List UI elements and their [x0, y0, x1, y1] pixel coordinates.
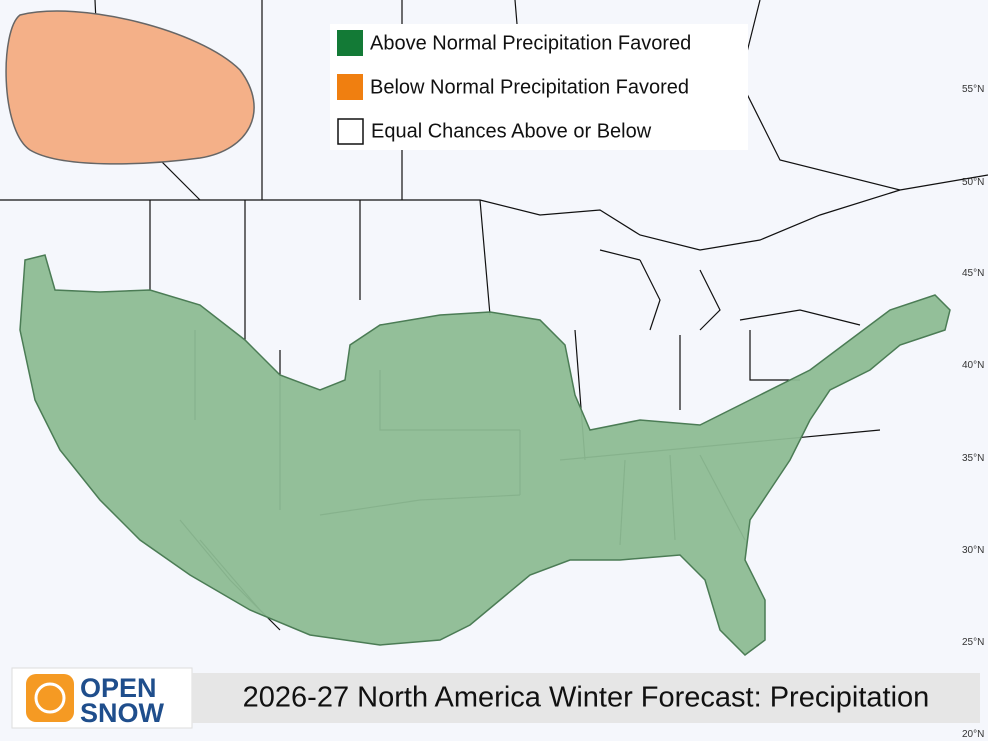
- logo-text: SNOW: [80, 698, 165, 728]
- logo-icon-mark: [34, 682, 66, 714]
- canada-border: [0, 174, 988, 251]
- legend-swatch: [337, 74, 363, 100]
- latitude-label: 30°N: [962, 545, 984, 556]
- logo-icon: [26, 674, 74, 722]
- legend-label: Equal Chances Above or Below: [371, 120, 652, 142]
- above-normal-region: [19, 254, 951, 656]
- legend-label: Above Normal Precipitation Favored: [370, 32, 691, 54]
- below-normal-region: [5, 10, 255, 165]
- logo: OPEN SNOW: [11, 667, 193, 729]
- legend-swatch: [337, 30, 363, 56]
- latitude-label: 35°N: [962, 453, 984, 464]
- title-box: [192, 673, 980, 723]
- latitude-label: 55°N: [962, 84, 984, 95]
- legend: Above Normal Precipitation Favored Below…: [330, 24, 748, 150]
- logo-text: OPEN: [80, 673, 157, 703]
- latitude-label: 50°N: [962, 177, 984, 188]
- latitude-label: 25°N: [962, 637, 984, 648]
- latitude-label: 40°N: [962, 360, 984, 371]
- latitude-labels: 55°N 50°N 45°N 40°N 35°N 30°N 25°N 20°N: [962, 84, 984, 740]
- legend-box: [330, 24, 748, 150]
- legend-swatch: [337, 118, 364, 145]
- latitude-label: 45°N: [962, 268, 984, 279]
- great-lakes: [599, 249, 861, 331]
- title: 2026-27 North America Winter Forecast: P…: [243, 682, 930, 714]
- latitude-label: 20°N: [962, 729, 984, 740]
- legend-label: Below Normal Precipitation Favored: [370, 76, 689, 98]
